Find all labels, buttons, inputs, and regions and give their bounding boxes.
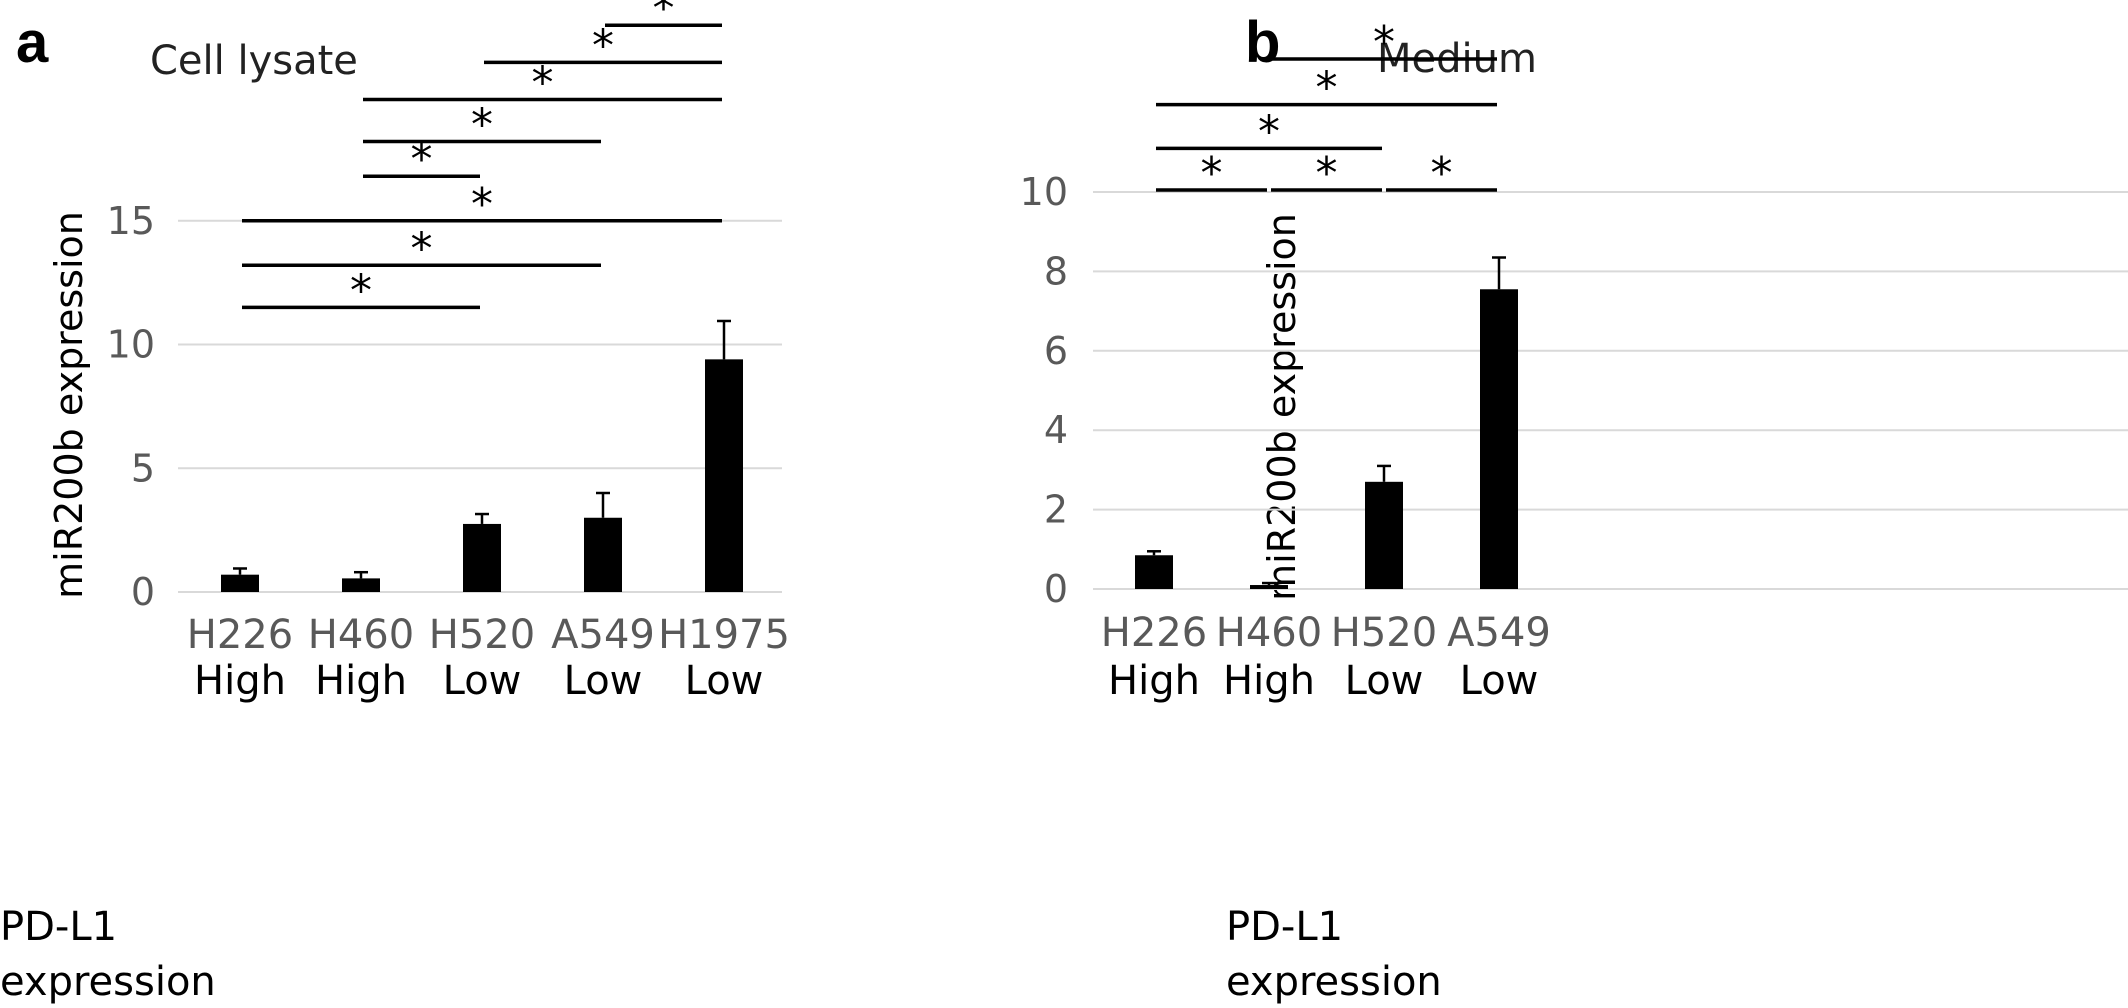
panel-a-significance-star: * — [471, 179, 493, 230]
panel-b-category-label: H520 — [1331, 610, 1437, 656]
panel-b-y-tick-label: 10 — [1020, 170, 1068, 214]
panel-b-bar-a549 — [1480, 289, 1518, 589]
panel-a-category-label: H226 — [187, 612, 293, 658]
panel-a-y-tick-label: 5 — [131, 446, 155, 490]
panel-b-category-label: A549 — [1447, 610, 1551, 656]
panel-b-pdl1-label-line1: PD-L1 — [1226, 904, 1343, 950]
panel-b-y-tick-label: 8 — [1044, 249, 1068, 293]
panel-a-significance-star: * — [592, 20, 614, 71]
panel-b-pdl1-level: High — [1108, 658, 1200, 704]
panel-a-pdl1-label-line2: expression — [0, 959, 216, 1005]
panel-a-title: Cell lysate — [150, 38, 358, 84]
panel-a-bar-h226 — [221, 574, 259, 592]
panel-a-significance-star: * — [350, 265, 372, 316]
panel-b-pdl1-level: High — [1223, 658, 1315, 704]
panel-a-category-label: H460 — [308, 612, 414, 658]
panel-a-category-label: A549 — [551, 612, 655, 658]
panel-a-pdl1-level: Low — [443, 658, 522, 704]
panel-a-category-label: H520 — [429, 612, 535, 658]
panel-b-pdl1-level: Low — [1460, 658, 1539, 704]
panel-b-category-label: H226 — [1101, 610, 1207, 656]
panel-a-bar-h1975 — [705, 359, 743, 592]
panel-b-significance-star: * — [1201, 148, 1223, 199]
panel-b-y-tick-label: 6 — [1044, 329, 1068, 373]
panel-b-significance-star: * — [1431, 148, 1453, 199]
panel-b-bar-h520 — [1365, 481, 1403, 589]
panel-a-bar-h460 — [342, 578, 380, 592]
panel-a-pdl1-level: Low — [685, 658, 764, 704]
panel-a-bar-a549 — [584, 517, 622, 592]
panel-a-pdl1-level: Low — [564, 658, 643, 704]
panel-b-y-axis-title: miR200b expression — [1260, 213, 1304, 601]
panel-a-significance-star: * — [411, 223, 433, 274]
panel-b-category-label: H460 — [1216, 610, 1322, 656]
panel-a-pdl1-level: High — [315, 658, 407, 704]
panel-a-y-tick-label: 15 — [107, 199, 155, 243]
panel-b-bar-h226 — [1135, 555, 1173, 589]
panel-b-pdl1-label-line2: expression — [1226, 959, 1442, 1005]
panel-a-significance-star: * — [411, 134, 433, 185]
panel-b-bar-h460 — [1250, 585, 1288, 589]
panel-a-y-tick-label: 10 — [107, 323, 155, 367]
panel-a-y-tick-label: 0 — [131, 570, 155, 614]
panel-a-pdl1-level: High — [194, 658, 286, 704]
panel-b-significance-star: * — [1373, 17, 1395, 68]
panel-letter-a: a — [16, 10, 49, 75]
panel-b-significance-star: * — [1316, 63, 1338, 114]
panel-a-significance-star: * — [653, 0, 675, 34]
panel-b-y-tick-label: 0 — [1044, 567, 1068, 611]
panel-a-category-label: H1975 — [658, 612, 790, 658]
panel-b-significance-star: * — [1258, 106, 1280, 157]
panel-b-pdl1-level: Low — [1345, 658, 1424, 704]
panel-a-y-axis-title: miR200b expression — [47, 211, 91, 599]
panel-a-pdl1-label-line1: PD-L1 — [0, 904, 117, 950]
panel-letter-b: b — [1245, 10, 1280, 75]
panel-b-y-tick-label: 2 — [1044, 488, 1068, 532]
panel-b-y-tick-label: 4 — [1044, 408, 1068, 452]
panel-a-plot: 051015H226HighH460HighH520LowA549LowH197… — [107, 0, 790, 704]
panel-a-bar-h520 — [463, 523, 501, 592]
panel-a-significance-star: * — [471, 100, 493, 151]
panel-b-significance-star: * — [1316, 148, 1338, 199]
panel-a-significance-star: * — [532, 57, 554, 108]
